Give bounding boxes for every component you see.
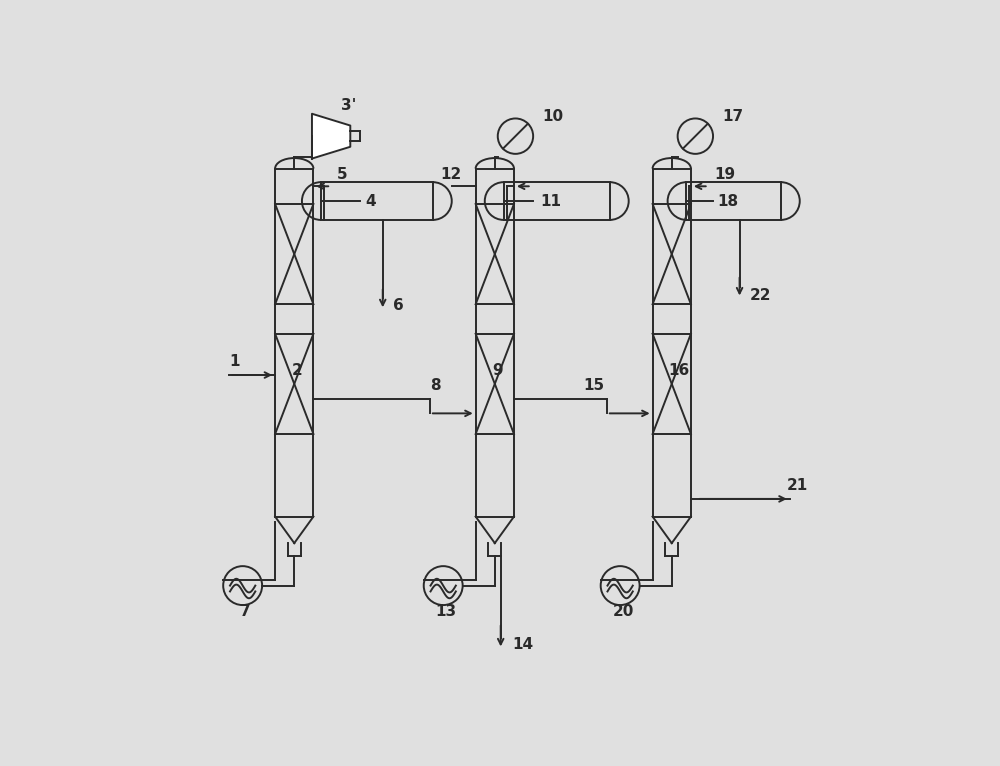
Text: 17: 17 xyxy=(722,110,743,124)
Bar xyxy=(686,182,781,220)
Text: 8: 8 xyxy=(430,378,441,393)
Text: 10: 10 xyxy=(542,110,563,124)
Text: 19: 19 xyxy=(715,167,736,182)
Text: 9: 9 xyxy=(492,363,502,378)
Bar xyxy=(321,182,433,220)
Text: 1: 1 xyxy=(229,354,240,369)
Text: 2: 2 xyxy=(291,363,302,378)
Text: 3': 3' xyxy=(341,97,357,113)
Text: 4: 4 xyxy=(366,194,376,208)
Text: 21: 21 xyxy=(787,478,808,493)
Text: 16: 16 xyxy=(669,363,690,378)
Text: 6: 6 xyxy=(393,298,404,313)
Bar xyxy=(504,182,610,220)
Text: 15: 15 xyxy=(583,378,604,393)
Text: 12: 12 xyxy=(440,167,461,182)
Text: 5: 5 xyxy=(337,167,348,182)
Text: 13: 13 xyxy=(436,604,457,619)
Text: 20: 20 xyxy=(612,604,634,619)
Text: 11: 11 xyxy=(540,194,561,208)
Text: 7: 7 xyxy=(240,604,251,619)
Text: 22: 22 xyxy=(750,287,772,303)
Text: 14: 14 xyxy=(512,637,534,653)
Text: 18: 18 xyxy=(717,194,738,208)
Polygon shape xyxy=(312,113,350,159)
